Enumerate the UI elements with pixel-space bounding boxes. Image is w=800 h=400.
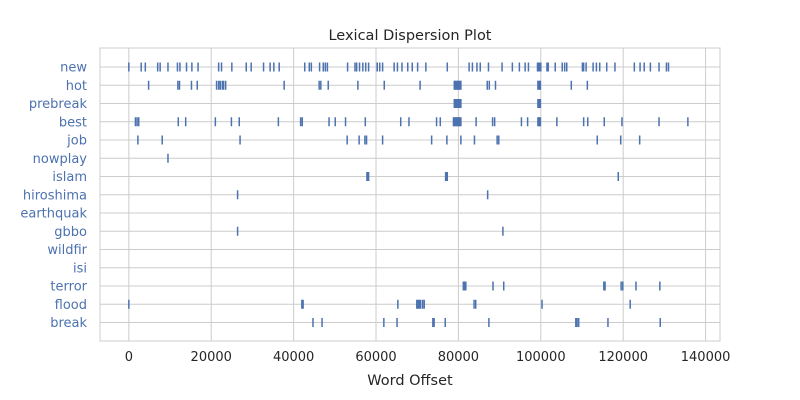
x-tick-label: 140000 — [681, 350, 731, 365]
x-tick-labels: 0 20000 40000 60000 80000 100000 120000 140000 — [125, 350, 731, 365]
y-tick-label-wildfir: wildfir — [47, 243, 87, 258]
y-tick-label-break: break — [50, 316, 87, 331]
x-tick-label: 40000 — [273, 350, 314, 365]
dispersion-marks — [128, 62, 689, 327]
x-tick-label: 80000 — [438, 350, 479, 365]
y-tick-label-islam: islam — [52, 170, 87, 185]
x-axis-label: Word Offset — [367, 373, 453, 389]
plot-frame — [99, 47, 721, 342]
y-tick-label-best: best — [59, 115, 87, 130]
y-tick-labels: new hot prebreak best job nowplay islam hiroshi… — [20, 61, 87, 332]
y-tick-label-hot: hot — [66, 79, 87, 94]
x-tick-label: 120000 — [598, 350, 648, 365]
x-tick-label: 0 — [125, 350, 133, 365]
y-tick-label-prebreak: prebreak — [29, 97, 88, 112]
y-tick-label-job: job — [66, 134, 87, 149]
y-tick-label-terror: terror — [50, 280, 87, 295]
grid-lines — [100, 48, 720, 341]
x-tick-label: 60000 — [355, 350, 396, 365]
x-tick-label: 20000 — [191, 350, 232, 365]
chart-title: Lexical Dispersion Plot — [328, 28, 491, 44]
y-tick-label-hiroshima: hiroshima — [23, 188, 87, 203]
y-tick-label-new: new — [60, 61, 87, 76]
y-tick-label-flood: flood — [55, 298, 87, 313]
x-tick-label: 100000 — [516, 350, 566, 365]
y-tick-label-earthquak: earthquak — [20, 207, 87, 222]
y-tick-label-isi: isi — [73, 261, 87, 276]
y-tick-label-gbbo: gbbo — [54, 225, 87, 240]
y-tick-label-nowplay: nowplay — [33, 152, 88, 167]
